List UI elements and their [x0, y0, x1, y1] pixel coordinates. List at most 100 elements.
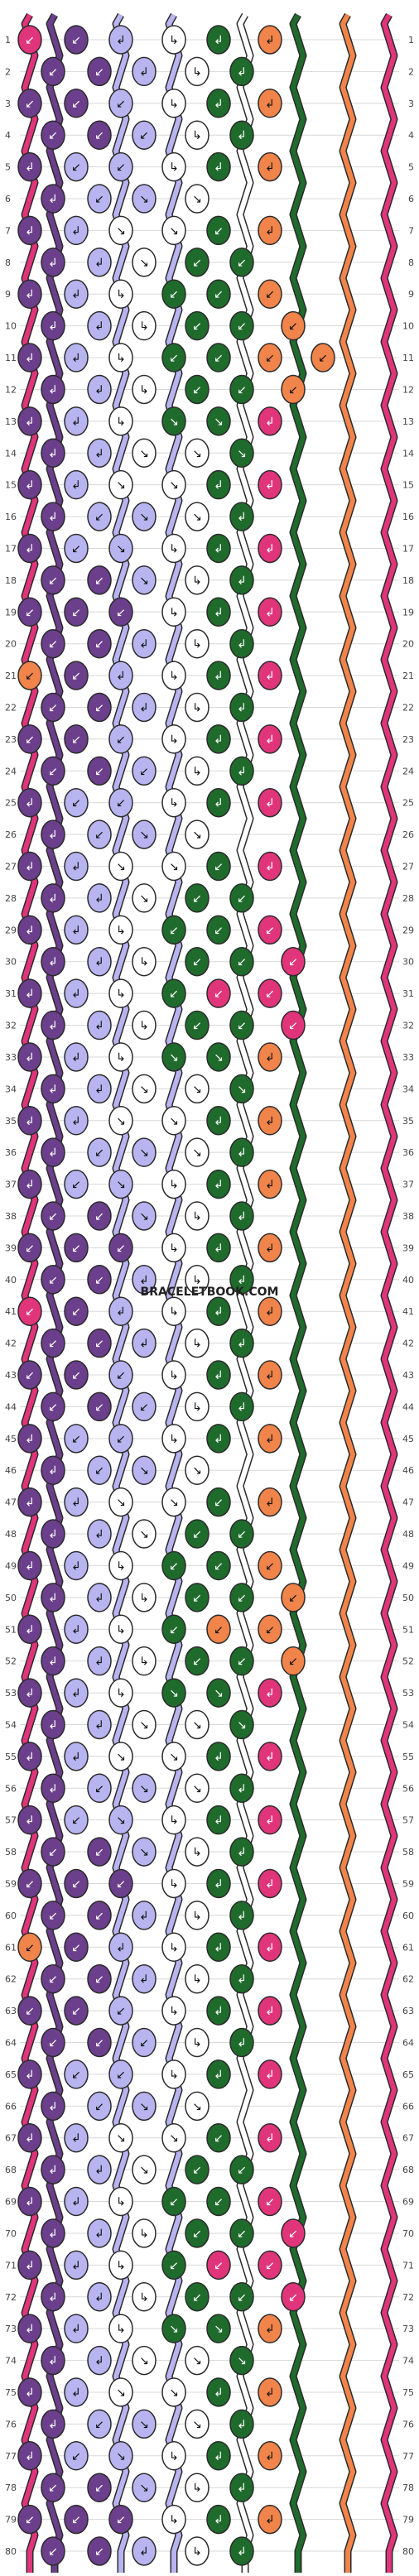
knot [108, 1487, 133, 1517]
knot-arrow-icon: ↘ [139, 1083, 149, 1096]
knot [206, 533, 231, 564]
knot-arrow-icon: ↲ [139, 1274, 149, 1287]
row-number-right: 37 [402, 1180, 414, 1190]
row-number-left: 72 [5, 2292, 17, 2303]
knot [206, 406, 231, 436]
knot [87, 819, 112, 849]
knot-arrow-icon: ↲ [237, 1973, 247, 1987]
knot [41, 1391, 65, 1422]
knot-arrow-icon: ↳ [192, 1910, 202, 1923]
knot-arrow-icon: ↲ [94, 320, 104, 334]
knot-arrow-icon: ↲ [265, 1369, 275, 1382]
knot [108, 2441, 133, 2471]
knot-arrow-icon: ↲ [265, 861, 275, 874]
knot-arrow-icon: ↲ [265, 606, 275, 619]
knot [17, 915, 42, 945]
knot-grid: ↙ ↙ ↲ ↳ ↲ ↲ ↙ ↙ ↲ ↳ ↲ ↙ ↙ ↙ ↳ ↲ ↲ ↙ ↙ ↙ ↳ ↲ ↲ ↙ ↙ ↳ ↲ ↲ ↲ ↙ ↘ ↘ ↲ ↲ ↘ ↘ ↙ ↲ ↲ ↲… [17, 25, 335, 2566]
row-number-left: 36 [5, 1147, 17, 1158]
knot [17, 1614, 42, 1645]
knot-arrow-icon: ↘ [192, 2418, 202, 2431]
knot [229, 1519, 254, 1549]
row-number-left: 31 [5, 988, 17, 999]
row-number-left: 38 [5, 1211, 17, 1222]
knot [161, 1742, 186, 1771]
knot-arrow-icon: ↙ [214, 2196, 224, 2209]
knot-arrow-icon: ↘ [139, 2418, 149, 2431]
knot-arrow-icon: ↙ [25, 1941, 35, 1954]
knot-arrow-icon: ↳ [116, 2323, 126, 2336]
knot [17, 724, 42, 754]
knot [258, 279, 282, 309]
knot-arrow-icon: ↲ [237, 2418, 247, 2431]
knot-arrow-icon: ↘ [192, 1146, 202, 1160]
knot [185, 1901, 210, 1930]
row-number-left: 25 [5, 798, 17, 809]
row-number-right: 42 [402, 1338, 414, 1349]
knot-arrow-icon: ↙ [265, 288, 275, 301]
knot [64, 469, 89, 500]
row-number-left: 2 [5, 66, 11, 77]
knot-arrow-icon: ↳ [116, 2259, 126, 2272]
knot-arrow-icon: ↙ [71, 2450, 81, 2463]
knot [185, 565, 210, 595]
knot [229, 2409, 254, 2439]
knot-arrow-icon: ↲ [237, 129, 247, 142]
knot [161, 1487, 186, 1517]
row-number-left: 78 [5, 2482, 17, 2493]
knot-arrow-icon: ↘ [237, 1718, 247, 1732]
knot-arrow-icon: ↲ [71, 479, 81, 493]
row-number-left: 73 [5, 2324, 17, 2334]
knot-arrow-icon: ↲ [48, 1464, 58, 1478]
knot-arrow-icon: ↲ [25, 1115, 35, 1128]
knot [108, 1996, 133, 2026]
knot [258, 1296, 282, 1326]
row-number-right: 39 [402, 1242, 414, 1253]
knot-arrow-icon: ↙ [169, 988, 179, 1001]
knot-arrow-icon: ↘ [192, 829, 202, 842]
knot [185, 1837, 210, 1867]
knot-arrow-icon: ↙ [94, 1910, 104, 1923]
knot [87, 2536, 112, 2566]
knot [87, 1010, 112, 1040]
knot-arrow-icon: ↙ [94, 1146, 104, 1160]
knot [108, 2186, 133, 2217]
knot [229, 120, 254, 150]
knot-arrow-icon: ↳ [169, 670, 179, 683]
knot [64, 215, 89, 246]
knot-arrow-icon: ↲ [214, 2514, 224, 2527]
knot-arrow-icon: ↙ [169, 924, 179, 937]
knot [108, 151, 133, 182]
row-number-left: 57 [5, 1815, 17, 1826]
knot-arrow-icon: ↲ [265, 2514, 275, 2527]
row-number-left: 66 [5, 2101, 17, 2112]
knot [161, 343, 186, 372]
knot-arrow-icon: ↘ [116, 542, 126, 555]
knot [87, 2218, 112, 2248]
knot-arrow-icon: ↲ [71, 224, 81, 238]
knot-arrow-icon: ↳ [169, 542, 179, 555]
knot-arrow-icon: ↙ [116, 1369, 126, 1382]
knot [229, 1137, 254, 1167]
knot-arrow-icon: ↲ [237, 1146, 247, 1160]
knot-arrow-icon: ↲ [25, 224, 35, 238]
knot [258, 597, 282, 627]
row-number-left: 79 [5, 2515, 17, 2526]
row-number-left: 15 [5, 480, 17, 491]
knot-arrow-icon: ↳ [169, 34, 179, 47]
knot [64, 2122, 89, 2153]
row-number-left: 47 [5, 1497, 17, 1508]
knot [87, 2155, 112, 2184]
knot [64, 787, 89, 818]
knot [229, 946, 254, 977]
knot [64, 406, 89, 436]
knot-arrow-icon: ↘ [139, 574, 149, 588]
knot [258, 1360, 282, 1390]
knot [185, 1646, 210, 1676]
row-number-left: 39 [5, 1242, 17, 1253]
knot [41, 1773, 65, 1804]
knot [132, 438, 157, 469]
knot [206, 1424, 231, 1454]
knot [17, 661, 42, 690]
knot [17, 1169, 42, 1199]
